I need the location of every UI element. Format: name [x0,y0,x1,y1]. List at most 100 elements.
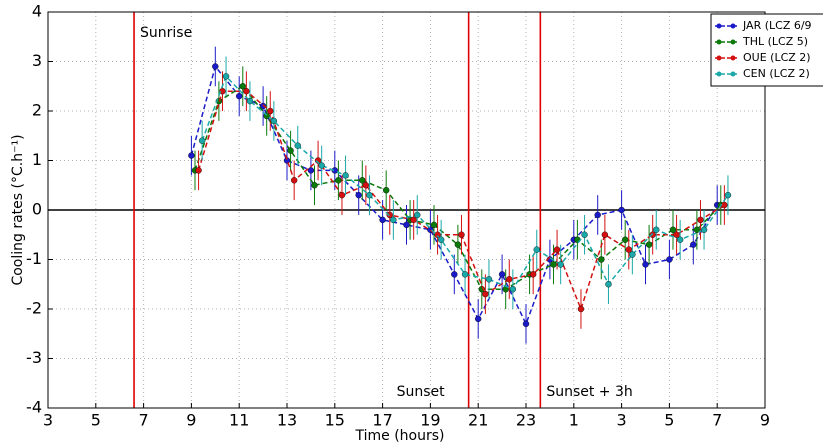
legend-label: OUE (LCZ 2) [743,51,811,64]
data-point [382,186,390,194]
data-point [362,182,370,189]
legend-label: JAR (LCZ 6/9 [742,19,812,32]
data-point [366,191,373,199]
data-point [485,276,493,283]
data-point [355,191,362,199]
x-tick-label: 9 [186,411,196,430]
legend-marker [716,39,722,45]
legend-marker [716,71,722,77]
data-point [386,211,393,219]
data-point [498,271,506,278]
data-point [529,271,537,278]
event-label: Sunset + 3h [546,384,632,400]
data-point [219,87,226,95]
x-tick-label: 3 [43,411,53,430]
data-point [605,281,612,288]
data-point [697,216,704,224]
legend-marker [716,23,722,29]
legend-marker [730,23,736,29]
y-tick-label: 1 [32,150,42,169]
data-point [724,191,732,199]
data-point [721,201,728,209]
data-point [475,315,482,323]
data-point [239,83,246,90]
data-point [629,251,636,258]
event-label: Sunset [397,384,446,400]
data-point [594,211,601,219]
x-tick-label: 3 [617,411,627,430]
x-tick-label: 19 [420,411,440,430]
y-tick-label: -3 [26,348,42,367]
y-tick-label: 2 [32,101,42,120]
x-tick-label: 9 [760,411,770,430]
legend-marker [730,71,736,77]
y-tick-label: -1 [26,249,42,268]
data-point [581,231,588,238]
data-point [335,177,342,184]
data-point [618,206,625,214]
data-point [598,256,605,263]
data-point [645,241,653,248]
data-point [461,271,469,278]
data-point [198,137,206,144]
data-point [458,231,465,238]
data-point [342,172,349,179]
y-tick-label: 0 [32,200,42,219]
series-line [194,85,722,290]
y-tick-label: -4 [26,398,42,417]
x-axis-label: Time (hours) [355,428,445,444]
x-tick-label: 7 [139,411,149,430]
x-tick-label: 5 [91,411,101,430]
data-point [359,177,366,184]
data-point [246,97,254,105]
data-point [451,271,458,278]
data-point [666,256,673,263]
data-point [307,167,315,174]
data-point [259,102,267,110]
data-point [676,236,684,243]
data-point [243,87,250,95]
data-point [653,226,660,234]
legend-label: THL (LCZ 5) [742,35,808,48]
data-point [222,73,230,80]
y-tick-label: 3 [32,51,42,70]
data-point [673,231,680,238]
data-point [390,216,397,224]
data-point [212,63,219,70]
x-tick-label: 1 [569,411,579,430]
data-point [290,177,298,184]
data-point [649,231,656,238]
data-point [294,142,301,149]
x-tick-label: 11 [229,411,249,430]
data-point [509,286,517,293]
y-axis-label: Cooling rates (°C.h⁻¹) [10,134,26,285]
data-point [601,231,609,238]
data-point [235,92,243,100]
legend-label: CEN (LCZ 2) [743,67,810,80]
data-point [454,241,462,248]
data-point [318,162,325,169]
series-line [201,74,729,291]
data-point [338,191,346,199]
x-tick-label: 23 [516,411,536,430]
data-point [379,216,386,224]
data-point [625,246,632,253]
data-point [557,261,564,268]
x-tick-label: 7 [712,411,722,430]
data-point [693,226,701,234]
plot-frame [47,11,766,409]
event-label: Sunrise [140,25,192,41]
data-point [690,241,697,248]
data-point [642,261,649,268]
data-point [437,236,445,243]
data-point [533,246,540,253]
x-tick-label: 5 [664,411,674,430]
data-point [550,261,557,268]
data-point [188,152,195,159]
data-point [270,117,278,125]
data-point [287,147,294,154]
data-point [522,320,530,328]
data-point [430,221,438,229]
data-point [669,226,677,234]
